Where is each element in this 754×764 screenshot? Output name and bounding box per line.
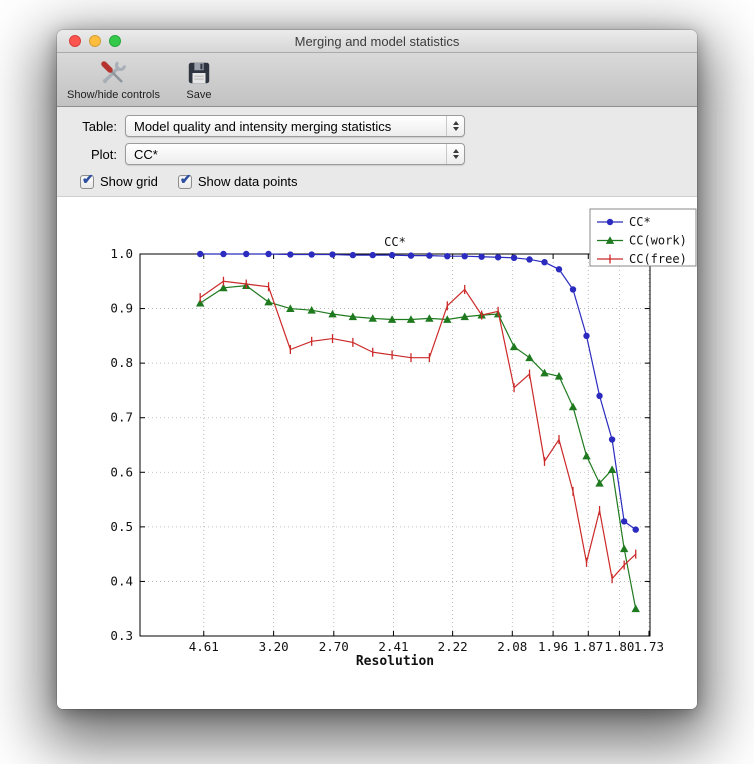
close-button[interactable] [69, 35, 81, 47]
series-ccwork [195, 281, 640, 613]
svg-text:1.80: 1.80 [604, 639, 634, 654]
plot-select[interactable]: CC* [125, 143, 465, 165]
window-title: Merging and model statistics [294, 33, 460, 49]
tools-icon [98, 58, 128, 88]
plot-panel: 1.0 0.9 0.8 0.7 0.6 0.5 0.4 0.3 4.61 3.20 2.70 2.41… [57, 197, 697, 709]
show-hide-controls-label: Show/hide controls [67, 89, 160, 101]
svg-text:0.7: 0.7 [110, 410, 133, 425]
save-icon [186, 58, 212, 88]
save-label: Save [186, 89, 212, 101]
toolbar: Show/hide controls Save [57, 53, 697, 107]
save-button[interactable]: Save [186, 58, 212, 101]
svg-text:0.3: 0.3 [110, 628, 133, 643]
series-cc [196, 250, 639, 533]
svg-text:CC(free): CC(free) [629, 252, 687, 266]
show-data-points-checkbox[interactable]: ✔ Show data points [177, 171, 298, 189]
legend: CC* CC(work) CC(free) [589, 208, 697, 267]
axis-ticks: 1.0 0.9 0.8 0.7 0.6 0.5 0.4 0.3 4.61 3.20 2.70 2.41… [110, 246, 664, 654]
svg-text:0.6: 0.6 [110, 464, 133, 479]
svg-text:3.20: 3.20 [259, 639, 289, 654]
popup-arrows-icon [446, 116, 464, 136]
table-label: Table: [82, 118, 117, 134]
checkmark-icon: ✔ [82, 170, 94, 187]
svg-text:2.22: 2.22 [438, 639, 468, 654]
plot-row: Plot: CC* [69, 143, 697, 165]
svg-text:0.4: 0.4 [110, 573, 133, 588]
svg-text:2.70: 2.70 [319, 639, 349, 654]
svg-text:2.08: 2.08 [497, 639, 527, 654]
show-data-points-label: Show data points [197, 174, 298, 189]
traffic-lights [69, 35, 121, 47]
chart-title: CC* [384, 235, 406, 249]
axes-frame [139, 253, 651, 637]
svg-text:2.41: 2.41 [378, 639, 408, 654]
checkbox-box[interactable]: ✔ [177, 171, 192, 189]
checkbox-row: ✔ Show grid ✔ Show data points [80, 171, 697, 189]
show-grid-label: Show grid [100, 174, 158, 189]
controls-panel: Table: Model quality and intensity mergi… [57, 107, 697, 197]
chart-svg: 1.0 0.9 0.8 0.7 0.6 0.5 0.4 0.3 4.61 3.20 2.70 2.41… [110, 208, 697, 669]
titlebar: Merging and model statistics [57, 30, 697, 53]
x-axis-label: Resolution [356, 654, 434, 669]
grid-lines [140, 253, 650, 637]
svg-text:CC(work): CC(work) [629, 234, 687, 248]
svg-text:1.73: 1.73 [634, 639, 664, 654]
table-select-value: Model quality and intensity merging stat… [134, 118, 392, 134]
svg-text:0.5: 0.5 [110, 519, 133, 534]
checkmark-icon: ✔ [179, 170, 192, 187]
table-select[interactable]: Model quality and intensity merging stat… [125, 115, 465, 137]
plot-select-value: CC* [134, 146, 158, 162]
svg-text:0.9: 0.9 [110, 301, 133, 316]
svg-text:CC*: CC* [629, 215, 651, 229]
table-row: Table: Model quality and intensity mergi… [69, 115, 697, 137]
show-hide-controls-button[interactable]: Show/hide controls [67, 58, 160, 101]
series-ccfree [199, 276, 637, 584]
svg-text:0.8: 0.8 [110, 355, 133, 370]
checkbox-box[interactable]: ✔ [80, 171, 94, 189]
popup-arrows-icon [446, 144, 464, 164]
plot-label: Plot: [90, 146, 117, 162]
svg-text:1.96: 1.96 [538, 639, 568, 654]
app-window: Merging and model statistics Show/hide c… [57, 30, 697, 709]
svg-text:4.61: 4.61 [189, 639, 219, 654]
svg-text:1.0: 1.0 [110, 246, 133, 261]
zoom-button[interactable] [109, 35, 121, 47]
svg-text:1.87: 1.87 [573, 639, 603, 654]
minimize-button[interactable] [89, 35, 101, 47]
show-grid-checkbox[interactable]: ✔ Show grid [80, 171, 158, 189]
